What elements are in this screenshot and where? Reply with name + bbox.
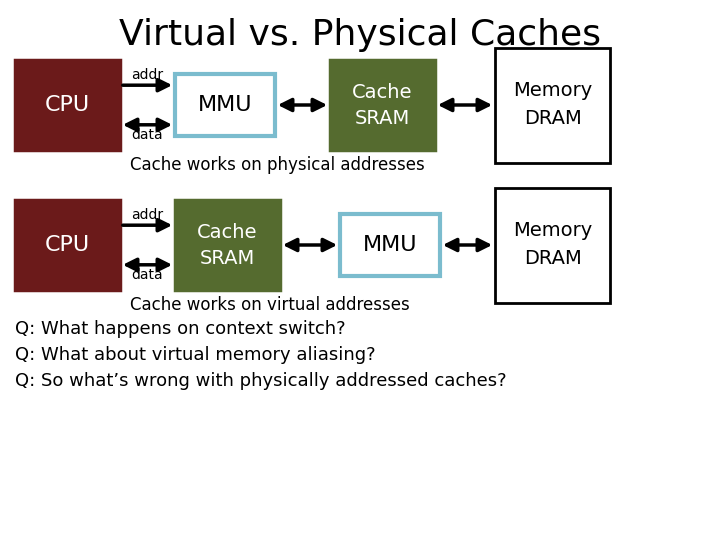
Text: Q: What about virtual memory aliasing?: Q: What about virtual memory aliasing? <box>15 346 376 364</box>
Text: MMU: MMU <box>363 235 418 255</box>
Text: Cache: Cache <box>352 83 413 102</box>
Bar <box>175 200 280 290</box>
Text: CPU: CPU <box>45 95 90 115</box>
Text: Cache works on physical addresses: Cache works on physical addresses <box>130 156 425 174</box>
Bar <box>15 60 120 150</box>
Bar <box>175 74 275 136</box>
Text: Cache: Cache <box>197 222 258 241</box>
Text: CPU: CPU <box>45 235 90 255</box>
Text: Virtual vs. Physical Caches: Virtual vs. Physical Caches <box>119 18 601 52</box>
Text: SRAM: SRAM <box>355 109 410 127</box>
Bar <box>330 60 435 150</box>
Text: DRAM: DRAM <box>523 249 581 268</box>
Text: Q: What happens on context switch?: Q: What happens on context switch? <box>15 320 346 338</box>
Text: Q: So what’s wrong with physically addressed caches?: Q: So what’s wrong with physically addre… <box>15 372 507 390</box>
Text: MMU: MMU <box>198 95 252 115</box>
Bar <box>340 214 440 276</box>
Text: Memory: Memory <box>513 221 592 240</box>
Text: SRAM: SRAM <box>200 248 255 267</box>
Text: Cache works on virtual addresses: Cache works on virtual addresses <box>130 296 410 314</box>
Text: addr: addr <box>132 208 163 222</box>
Text: data: data <box>132 128 163 142</box>
Text: DRAM: DRAM <box>523 110 581 129</box>
Text: data: data <box>132 268 163 282</box>
Bar <box>495 48 610 163</box>
Text: Memory: Memory <box>513 82 592 100</box>
Bar <box>495 187 610 302</box>
Bar <box>15 200 120 290</box>
Text: addr: addr <box>132 68 163 82</box>
